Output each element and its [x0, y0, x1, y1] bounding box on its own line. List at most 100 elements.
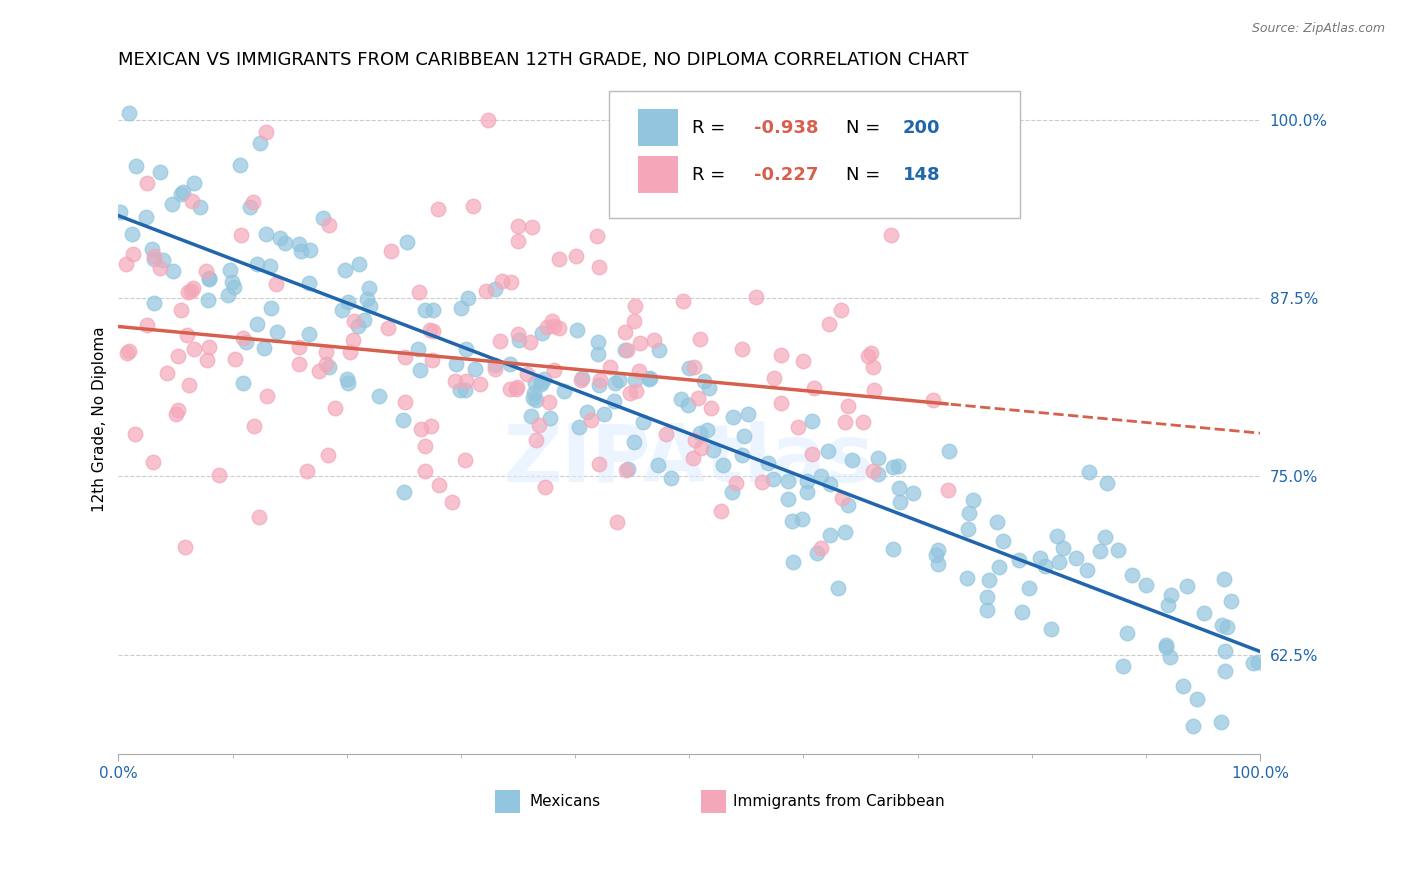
- Text: R =: R =: [692, 166, 731, 184]
- Point: [165, 407, 187, 421]
- Text: Mexicans: Mexicans: [530, 794, 600, 809]
- Point: [710, 504, 733, 518]
- Point: [394, 351, 416, 365]
- Point: [232, 376, 254, 390]
- Point: [756, 456, 779, 470]
- Point: [537, 395, 560, 409]
- Point: [408, 285, 430, 300]
- Point: [751, 475, 773, 489]
- Point: [484, 358, 506, 372]
- Point: [141, 242, 163, 256]
- Point: [527, 417, 550, 432]
- Point: [311, 211, 333, 225]
- Point: [796, 475, 818, 489]
- Point: [782, 555, 804, 569]
- Point: [409, 363, 432, 377]
- Point: [862, 360, 884, 375]
- Point: [419, 419, 441, 434]
- Text: Immigrants from Caribbean: Immigrants from Caribbean: [733, 794, 945, 809]
- Point: [792, 512, 814, 526]
- Point: [624, 384, 647, 398]
- Point: [1107, 543, 1129, 558]
- Point: [330, 303, 353, 318]
- Point: [882, 459, 904, 474]
- Point: [115, 257, 138, 271]
- Point: [676, 398, 699, 412]
- Point: [776, 474, 799, 488]
- Point: [927, 542, 949, 557]
- Point: [224, 279, 246, 293]
- Point: [477, 112, 499, 127]
- Point: [575, 405, 598, 419]
- Point: [449, 383, 471, 397]
- Point: [721, 484, 744, 499]
- Point: [198, 340, 221, 354]
- Point: [295, 464, 318, 478]
- Point: [697, 381, 720, 395]
- Point: [498, 357, 520, 371]
- Point: [353, 313, 375, 327]
- Point: [298, 276, 321, 290]
- Point: [180, 194, 202, 208]
- Point: [1035, 559, 1057, 574]
- Point: [315, 345, 337, 359]
- Text: 200: 200: [903, 119, 941, 136]
- Point: [440, 495, 463, 509]
- Point: [474, 284, 496, 298]
- Point: [136, 176, 159, 190]
- Point: [1094, 530, 1116, 544]
- Point: [336, 376, 359, 390]
- Point: [831, 491, 853, 505]
- Point: [801, 414, 824, 428]
- Point: [631, 415, 654, 429]
- Point: [692, 374, 714, 388]
- Point: [246, 317, 269, 331]
- Point: [1187, 691, 1209, 706]
- Point: [356, 292, 378, 306]
- Point: [156, 366, 179, 380]
- Point: [337, 295, 360, 310]
- Point: [422, 302, 444, 317]
- Point: [672, 294, 695, 309]
- Text: R =: R =: [692, 119, 731, 136]
- FancyBboxPatch shape: [638, 156, 678, 193]
- Point: [323, 401, 346, 415]
- Point: [122, 246, 145, 260]
- Point: [834, 415, 856, 429]
- Point: [605, 376, 627, 390]
- Point: [160, 196, 183, 211]
- Point: [148, 261, 170, 276]
- Point: [702, 443, 724, 458]
- Point: [538, 411, 561, 425]
- Point: [347, 318, 370, 333]
- Point: [586, 334, 609, 349]
- Point: [927, 557, 949, 571]
- Point: [856, 349, 879, 363]
- Point: [499, 383, 522, 397]
- Point: [818, 317, 841, 331]
- Point: [142, 249, 165, 263]
- Point: [868, 450, 890, 465]
- Point: [524, 376, 547, 390]
- Point: [264, 277, 287, 291]
- Point: [991, 533, 1014, 548]
- Point: [803, 381, 825, 395]
- Point: [505, 382, 527, 396]
- Point: [524, 393, 547, 408]
- Point: [780, 515, 803, 529]
- Point: [859, 345, 882, 359]
- Point: [380, 244, 402, 258]
- Point: [603, 393, 626, 408]
- Point: [391, 413, 413, 427]
- Point: [614, 462, 637, 476]
- Point: [806, 546, 828, 560]
- Point: [176, 328, 198, 343]
- Point: [249, 136, 271, 150]
- Point: [359, 281, 381, 295]
- Point: [589, 374, 612, 388]
- Point: [530, 377, 553, 392]
- Point: [1175, 579, 1198, 593]
- Point: [671, 392, 693, 406]
- Point: [359, 299, 381, 313]
- Point: [543, 318, 565, 333]
